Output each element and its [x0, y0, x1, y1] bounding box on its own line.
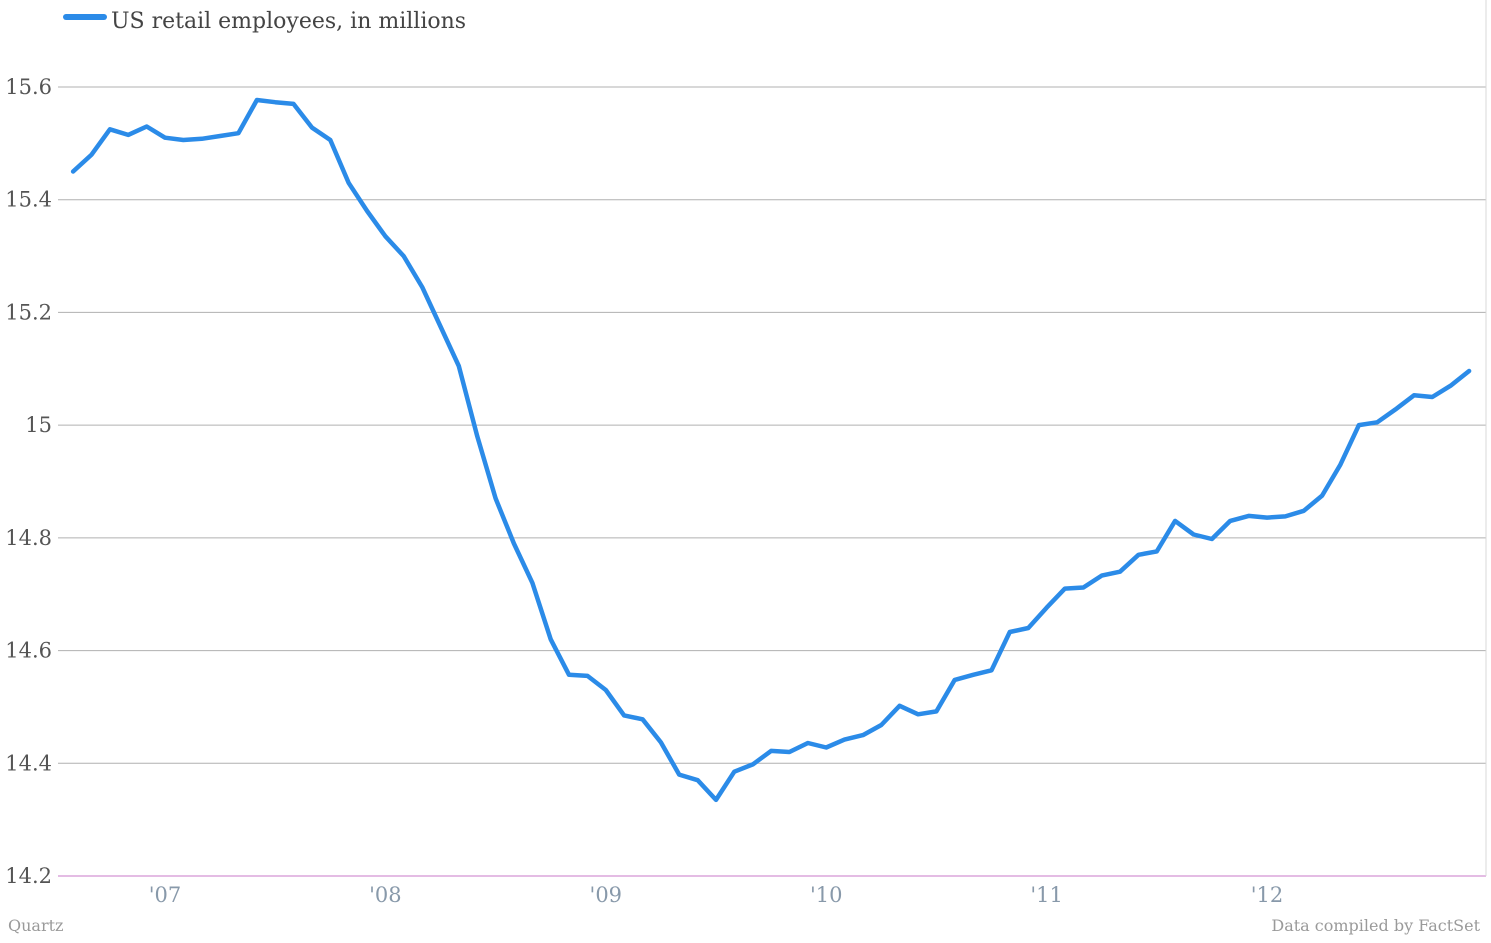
series-group [70, 97, 1472, 803]
x-tick-label: '12 [1251, 883, 1284, 907]
y-tick-label: 14.2 [5, 864, 52, 888]
y-tick-label: 15.4 [5, 188, 52, 212]
source-credit-right: Data compiled by FactSet [1271, 916, 1480, 935]
x-axis: '07 '08 '09 '10 '11 '12 [149, 883, 1284, 907]
y-tick-label: 15.2 [5, 300, 52, 324]
x-tick-label: '08 [369, 883, 402, 907]
x-tick-label: '07 [149, 883, 182, 907]
legend: US retail employees, in millions [63, 9, 466, 34]
y-tick-label: 14.6 [5, 639, 52, 663]
x-tick-label: '09 [590, 883, 623, 907]
legend-label: US retail employees, in millions [111, 9, 466, 34]
y-tick-label: 14.4 [5, 751, 52, 775]
x-tick-label: '10 [810, 883, 843, 907]
x-tick-label: '11 [1030, 883, 1063, 907]
source-credit-left: Quartz [8, 916, 63, 935]
gridlines [58, 0, 1487, 877]
series-line [70, 97, 1472, 803]
y-tick-label: 14.8 [5, 526, 52, 550]
y-axis: 14.2 14.4 14.6 14.8 15 15.2 15.4 15.6 [5, 75, 52, 888]
y-tick-label: 15 [25, 413, 52, 437]
y-tick-label: 15.6 [5, 75, 52, 99]
